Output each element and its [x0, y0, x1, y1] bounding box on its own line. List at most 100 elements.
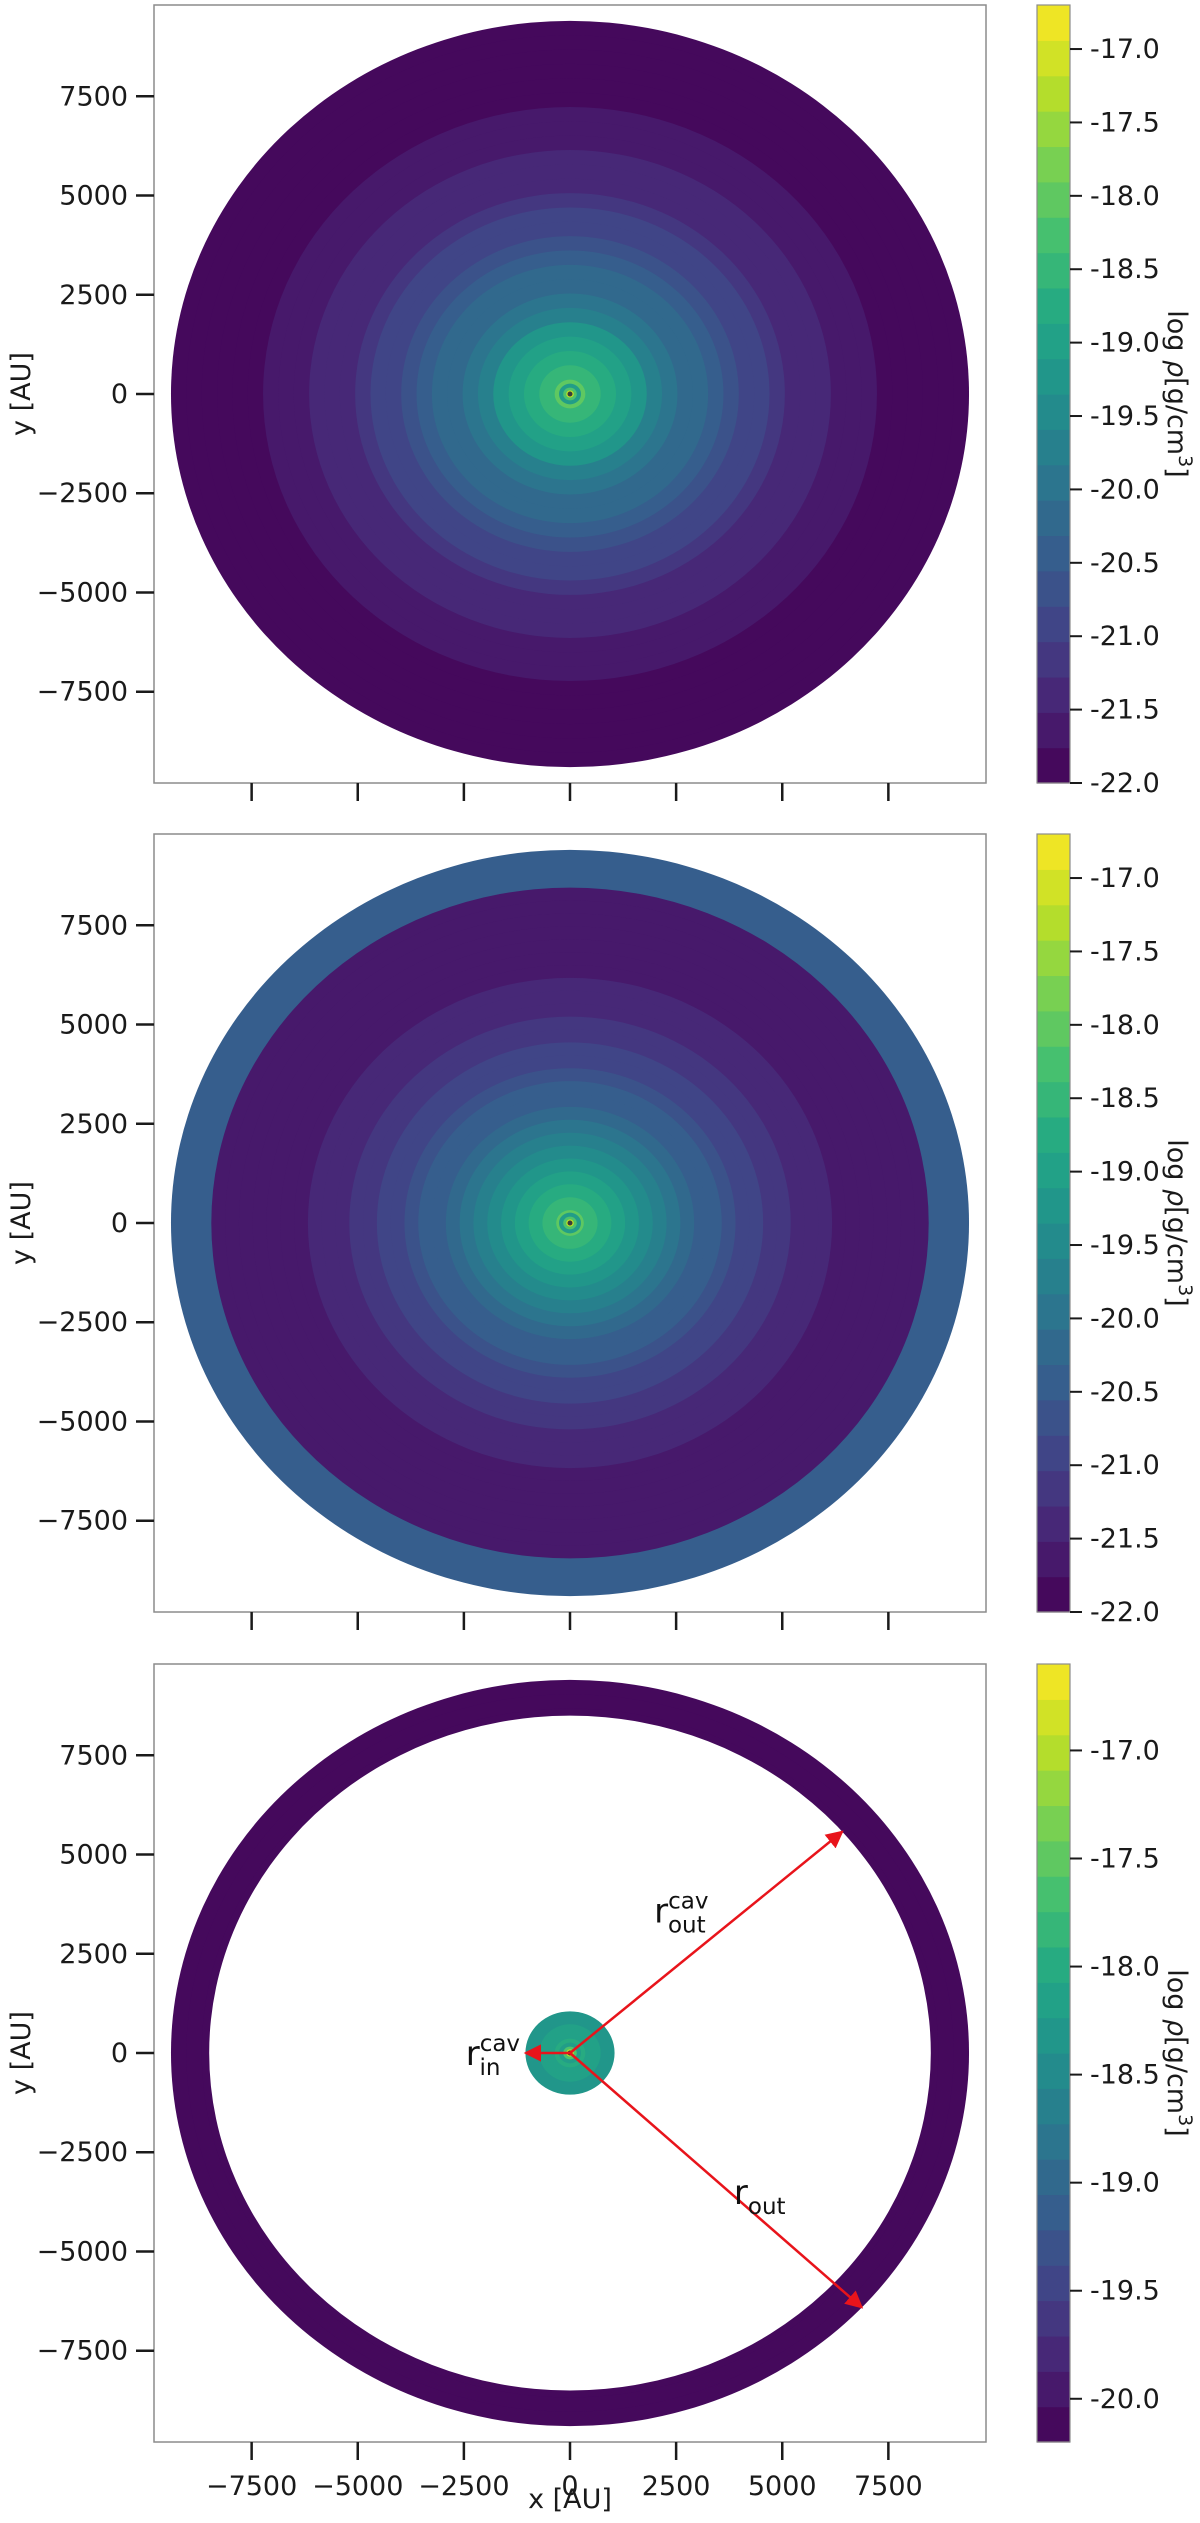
plot-area	[170, 20, 970, 768]
x-tick-label: 7500	[854, 2471, 923, 2502]
x-axis-ticks: −7500 −5000 −2500 0 2500 5000 7500	[206, 2442, 923, 2502]
colorbar-level	[1037, 1470, 1070, 1507]
colorbar-level	[1037, 1946, 1070, 1983]
y-tick-label: 0	[111, 1208, 128, 1239]
y-tick-label: 0	[111, 2038, 128, 2069]
colorbar-level	[1037, 712, 1070, 749]
colorbar-level	[1037, 570, 1070, 607]
colorbar-level	[1037, 747, 1070, 784]
colorbar-level	[1037, 111, 1070, 148]
colorbar-level	[1037, 1876, 1070, 1913]
colorbar-tick-label: -21.0	[1090, 1450, 1160, 1481]
y-tick-label: −7500	[37, 2336, 128, 2367]
y-tick-label: −2500	[37, 2137, 128, 2168]
colorbar-level	[1037, 1223, 1070, 1259]
colorbar-level	[1037, 1364, 1070, 1401]
central-source-marker	[567, 1220, 573, 1226]
y-tick-label: 2500	[59, 1109, 128, 1140]
colorbar-level	[1037, 1505, 1070, 1542]
colorbar-level	[1037, 535, 1070, 572]
x-axis-ticks	[250, 1612, 890, 1630]
y-tick-label: 2500	[59, 280, 128, 311]
colorbar-level	[1037, 834, 1070, 870]
annotations: rcav out rcav in rout	[466, 1830, 864, 2309]
y-tick-label: −2500	[37, 478, 128, 509]
x-tick-label: 5000	[748, 2471, 817, 2502]
colorbar-tick-label: -18.5	[1090, 2060, 1160, 2091]
colorbar-level	[1037, 1734, 1070, 1771]
y-tick-label: 7500	[59, 910, 128, 941]
colorbar-level	[1037, 2229, 1070, 2266]
colorbar-level	[1037, 217, 1070, 254]
y-tick-label: −2500	[37, 1307, 128, 1338]
colorbar-level	[1037, 146, 1070, 183]
colorbar-level	[1037, 1911, 1070, 1948]
colorbar-tick-label: -17.5	[1090, 936, 1160, 967]
colorbar-tick-label: -17.0	[1090, 34, 1160, 65]
colorbar-tick-label: -18.5	[1090, 254, 1160, 285]
arrow-r-out	[569, 2052, 864, 2309]
colorbar-tick-label: -20.5	[1090, 1377, 1160, 1408]
colorbar-level	[1037, 75, 1070, 112]
colorbar-tick-label: -21.5	[1090, 695, 1160, 726]
colorbar-level	[1037, 1840, 1070, 1877]
y-axis-ticks: 7500 5000 2500 0 −2500 −5000 −7500	[37, 81, 154, 708]
colorbar-level	[1037, 1258, 1070, 1295]
label-r-in-cav: rcav in	[466, 2031, 520, 2081]
colorbar-tick-label: -19.0	[1090, 328, 1160, 359]
colorbar-tick-label: -18.0	[1090, 1010, 1160, 1041]
colorbar-tick-label: -17.0	[1090, 1735, 1160, 1766]
colorbar-level	[1037, 1805, 1070, 1842]
panel-top: 7500 5000 2500 0 −2500 −5000 −7500 y [AU] -17.…	[6, 4, 1196, 801]
colorbar: -17.0 -17.5 -18.0 -18.5 -19.0 -19.5 -20.0 -20.5…	[1036, 4, 1196, 799]
panel-bottom: −7500 −5000 −2500 0 2500 5000 7500 7500 5000 250…	[6, 1663, 1196, 2515]
colorbar-tick-label: -17.0	[1090, 863, 1160, 894]
colorbar-tick-label: -19.0	[1090, 2168, 1160, 2199]
y-tick-label: 7500	[59, 81, 128, 112]
colorbar: -17.0 -17.5 -18.0 -18.5 -19.0 -19.5 -20.0 -20.5…	[1036, 833, 1196, 1628]
colorbar-level	[1037, 975, 1070, 1012]
x-tick-label: −5000	[312, 2471, 403, 2502]
colorbar-level	[1037, 2123, 1070, 2160]
x-tick-label: 0	[561, 2471, 578, 2502]
colorbar-level	[1037, 606, 1070, 643]
colorbar-level	[1037, 2300, 1070, 2337]
y-axis-ticks: 7500 5000 2500 0 −2500 −5000 −7500	[37, 910, 154, 1537]
x-tick-label: −7500	[206, 2471, 297, 2502]
colorbar-level	[1037, 40, 1070, 77]
x-tick-label: −2500	[418, 2471, 509, 2502]
colorbar-tick-label: -19.5	[1090, 401, 1160, 432]
x-axis-ticks	[250, 783, 890, 801]
y-tick-label: 5000	[59, 1010, 128, 1041]
colorbar-tick-label: -19.0	[1090, 1157, 1160, 1188]
colorbar-tick-label: -21.0	[1090, 621, 1160, 652]
colorbar-level	[1037, 1010, 1070, 1047]
y-axis-title: y [AU]	[6, 2011, 37, 2095]
colorbar-level	[1037, 2088, 1070, 2125]
colorbar-level	[1037, 2335, 1070, 2372]
colorbar-title: log ρ[g/cm3]	[1161, 1139, 1196, 1306]
colorbar-level	[1037, 1399, 1070, 1436]
colorbar-level	[1037, 2194, 1070, 2231]
colorbar-level	[1037, 2371, 1070, 2408]
colorbar-level	[1037, 1541, 1070, 1578]
arrow-r-out-cav	[569, 1830, 844, 2054]
y-tick-label: 2500	[59, 1939, 128, 1970]
colorbar-level	[1037, 2159, 1070, 2196]
central-source-marker	[567, 391, 573, 397]
label-r-out-cav: rcav out	[654, 1888, 708, 1938]
colorbar-tick-label: -21.5	[1090, 1524, 1160, 1555]
colorbar-frame	[1036, 4, 1071, 784]
colorbar-level	[1037, 2265, 1070, 2302]
y-tick-label: −7500	[37, 677, 128, 708]
y-axis-ticks: 7500 5000 2500 0 −2500 −5000 −7500	[37, 1740, 154, 2367]
colorbar-tick-label: -17.5	[1090, 1844, 1160, 1875]
colorbar-level	[1037, 1329, 1070, 1366]
colorbar-level	[1037, 1116, 1070, 1153]
colorbar-level	[1037, 869, 1070, 906]
y-tick-label: 5000	[59, 1840, 128, 1871]
cavity	[209, 1715, 931, 2391]
colorbar-level	[1037, 1435, 1070, 1472]
y-tick-label: −5000	[37, 577, 128, 608]
